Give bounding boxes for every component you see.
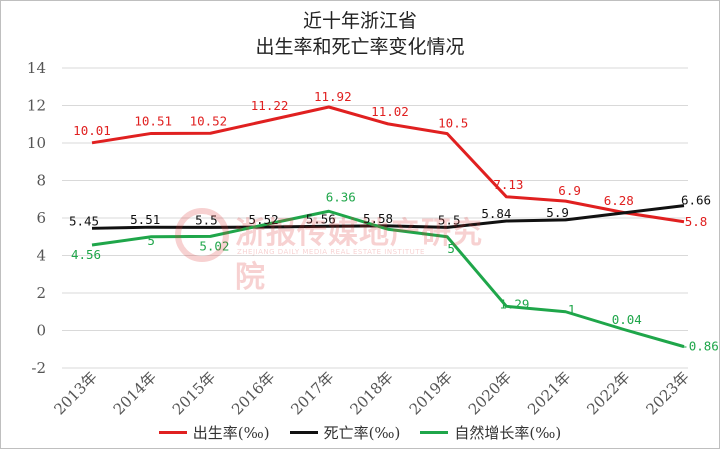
data-label: 5.5 [438, 212, 461, 227]
legend-item-natural-growth: 自然增长率(‰) [420, 422, 561, 443]
data-label: 11.02 [371, 104, 409, 119]
y-tick-label: 10 [27, 134, 46, 152]
y-tick-label: 6 [36, 209, 46, 227]
x-tick-label: 2019年 [406, 368, 456, 418]
legend-item-birth-rate: 出生率(‰) [158, 422, 270, 443]
data-label: 5.58 [363, 211, 393, 226]
data-label: 10.01 [73, 123, 111, 138]
data-label: 5.84 [481, 206, 511, 221]
legend-swatch-death-rate [289, 430, 318, 434]
data-label: 0.04 [612, 312, 642, 327]
data-label: 6.66 [681, 193, 711, 208]
data-label: 5.02 [199, 238, 229, 253]
series-line-2 [91, 209, 685, 349]
data-label: 5.5 [195, 212, 218, 227]
y-tick-label: -2 [31, 359, 46, 377]
data-label: 11.22 [251, 98, 289, 113]
data-label: 10.5 [438, 116, 468, 131]
x-tick-label: 2021年 [524, 368, 574, 418]
x-tick-label: 2014年 [110, 368, 160, 418]
data-label: 5.56 [306, 211, 336, 226]
series-line-0 [91, 105, 685, 224]
series-line-1 [91, 204, 685, 230]
y-tick-label: 14 [27, 59, 46, 77]
x-tick-label: 2022年 [583, 368, 633, 418]
data-label: 10.52 [190, 113, 228, 128]
data-label: 6.28 [604, 193, 634, 208]
data-label: 4.56 [71, 247, 101, 262]
data-label: -0.86 [681, 339, 719, 354]
data-label: 6.9 [558, 183, 581, 198]
x-tick-label: 2016年 [228, 368, 278, 418]
legend-item-death-rate: 死亡率(‰) [289, 422, 401, 443]
legend-label-birth-rate: 出生率(‰) [192, 423, 270, 442]
x-tick-label: 2015年 [169, 368, 219, 418]
y-tick-label: 12 [27, 97, 46, 115]
data-label: 1 [568, 302, 576, 317]
data-label: 5.51 [130, 212, 160, 227]
x-tick-label: 2018年 [346, 368, 396, 418]
data-label: 5.52 [249, 212, 279, 227]
data-label: 5 [147, 233, 155, 248]
data-label: 5.9 [546, 205, 569, 220]
legend-swatch-birth-rate [158, 430, 187, 434]
legend: 出生率(‰) 死亡率(‰) 自然增长率(‰) [0, 420, 720, 444]
chart-title: 近十年浙江省 [302, 10, 417, 32]
y-tick-label: 8 [36, 172, 46, 190]
y-tick-label: 2 [36, 284, 46, 302]
chart-subtitle: 出生率和死亡率变化情况 [255, 36, 465, 58]
data-label: 10.51 [134, 113, 172, 128]
y-tick-label: 0 [36, 322, 46, 340]
legend-label-natural-growth: 自然增长率(‰) [454, 423, 562, 442]
x-tick-label: 2017年 [287, 368, 337, 418]
legend-swatch-natural-growth [420, 430, 449, 434]
x-tick-label: 2020年 [465, 368, 515, 418]
data-label: 5.8 [685, 214, 708, 229]
data-label: 5.45 [69, 213, 99, 228]
y-tick-label: 4 [36, 247, 46, 265]
data-label: 6.36 [326, 189, 356, 204]
data-label: 1.29 [499, 296, 529, 311]
data-label: 11.92 [314, 89, 352, 104]
data-label: 7.13 [493, 177, 523, 192]
x-tick-label: 2023年 [642, 368, 692, 418]
legend-label-death-rate: 死亡率(‰) [323, 423, 401, 442]
x-tick-label: 2013年 [50, 368, 100, 418]
data-label: 5 [447, 241, 455, 256]
